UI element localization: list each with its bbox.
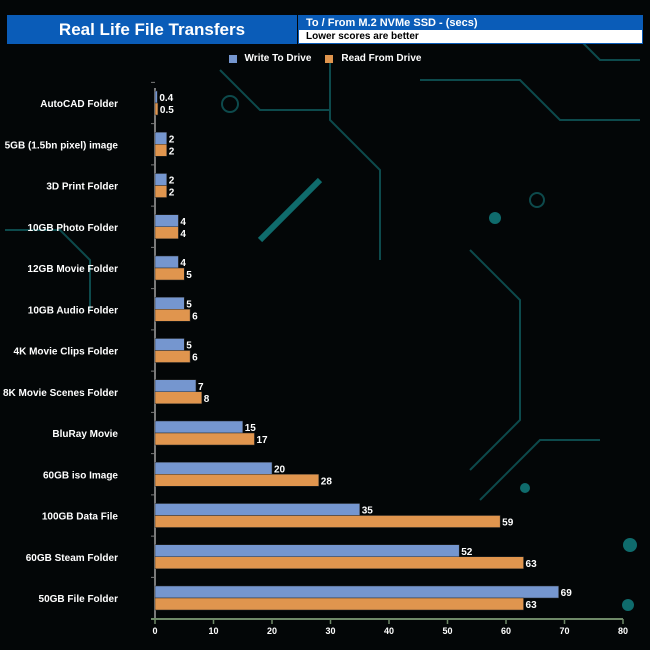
bar-write — [154, 132, 167, 145]
data-label-write: 0.4 — [159, 93, 173, 104]
category-label: 50GB File Folder — [39, 594, 119, 605]
bar-read — [154, 391, 203, 404]
x-tick-label: 30 — [325, 626, 335, 636]
legend: Write To Drive Read From Drive — [0, 53, 650, 64]
category-label: 3D Print Folder — [46, 182, 118, 193]
legend-item-read: Read From Drive — [325, 53, 421, 64]
data-label-read: 4 — [180, 229, 186, 240]
data-label-write: 5 — [186, 299, 192, 310]
bar-read — [154, 144, 167, 157]
data-label-write: 4 — [180, 258, 186, 269]
chart-subtitle: To / From M.2 NVMe SSD - (secs) — [299, 16, 642, 30]
bar-read — [154, 556, 524, 569]
bar-read — [154, 515, 501, 528]
data-label-read: 59 — [502, 518, 514, 529]
data-label-write: 4 — [180, 217, 186, 228]
x-tick-label: 20 — [267, 626, 277, 636]
bar-write — [154, 255, 179, 269]
data-label-write: 15 — [245, 423, 257, 434]
bar-write — [154, 297, 185, 310]
data-label-read: 2 — [169, 188, 175, 199]
bar-read — [154, 226, 179, 239]
data-label-write: 2 — [169, 134, 175, 145]
x-tick-label: 50 — [442, 626, 452, 636]
chart-title: Real Life File Transfers — [7, 15, 297, 44]
x-tick-label: 10 — [208, 626, 218, 636]
legend-label-read: Read From Drive — [341, 53, 422, 64]
category-label: BluRay Movie — [52, 429, 118, 440]
bar-read — [154, 597, 524, 611]
legend-swatch-write — [228, 54, 237, 63]
bar-write — [154, 544, 460, 557]
bar-write — [154, 503, 360, 516]
data-label-read: 0.5 — [160, 105, 174, 116]
bar-write — [154, 338, 185, 351]
bar-read — [154, 309, 191, 322]
data-label-write: 69 — [561, 588, 573, 599]
bar-read — [154, 432, 255, 446]
category-label: 12GB Movie Folder — [27, 264, 118, 275]
legend-label-write: Write To Drive — [244, 53, 312, 64]
data-label-write: 2 — [169, 176, 175, 187]
data-label-write: 52 — [461, 547, 473, 558]
category-label: 60GB Steam Folder — [26, 553, 118, 564]
category-label: 8K Movie Scenes Folder — [3, 388, 118, 399]
x-tick-label: 70 — [559, 626, 569, 636]
category-label: AutoCAD Folder — [40, 99, 118, 110]
data-label-read: 28 — [321, 476, 333, 487]
data-label-read: 5 — [186, 270, 192, 281]
bar-write — [154, 585, 559, 599]
category-label: 10GB Photo Folder — [27, 223, 118, 234]
data-label-write: 35 — [362, 506, 374, 517]
chart-note: Lower scores are better — [299, 30, 642, 43]
bar-write — [154, 214, 179, 227]
data-label-read: 17 — [256, 435, 268, 446]
data-label-write: 5 — [186, 341, 192, 352]
category-label: 4K Movie Clips Folder — [14, 347, 119, 358]
bar-write — [154, 462, 273, 475]
data-label-read: 63 — [526, 600, 538, 611]
data-label-read: 63 — [526, 559, 538, 570]
data-label-read: 8 — [204, 394, 210, 405]
data-label-write: 7 — [198, 382, 204, 393]
legend-item-write: Write To Drive — [228, 53, 312, 64]
bar-read — [154, 267, 185, 281]
bar-write — [154, 379, 197, 392]
category-label: 60GB iso Image — [43, 470, 118, 481]
bar-read — [154, 350, 191, 363]
x-tick-label: 60 — [501, 626, 511, 636]
bar-read — [154, 185, 167, 198]
bar-write — [154, 90, 158, 104]
category-label: 5GB (1.5bn pixel) image — [5, 140, 119, 151]
data-label-read: 2 — [169, 146, 175, 157]
bar-write — [154, 173, 167, 186]
data-label-write: 20 — [274, 464, 286, 475]
data-label-read: 6 — [192, 353, 198, 364]
bar-read — [154, 102, 159, 116]
x-tick-label: 40 — [384, 626, 394, 636]
data-label-read: 6 — [192, 311, 198, 322]
x-tick-label: 80 — [618, 626, 628, 636]
legend-swatch-read — [325, 54, 334, 63]
bar-write — [154, 420, 243, 434]
category-label: 10GB Audio Folder — [28, 305, 118, 316]
x-tick-label: 0 — [152, 626, 157, 636]
category-label: 100GB Data File — [42, 512, 119, 523]
subtitle-box: To / From M.2 NVMe SSD - (secs) Lower sc… — [298, 15, 643, 44]
bar-read — [154, 474, 320, 487]
